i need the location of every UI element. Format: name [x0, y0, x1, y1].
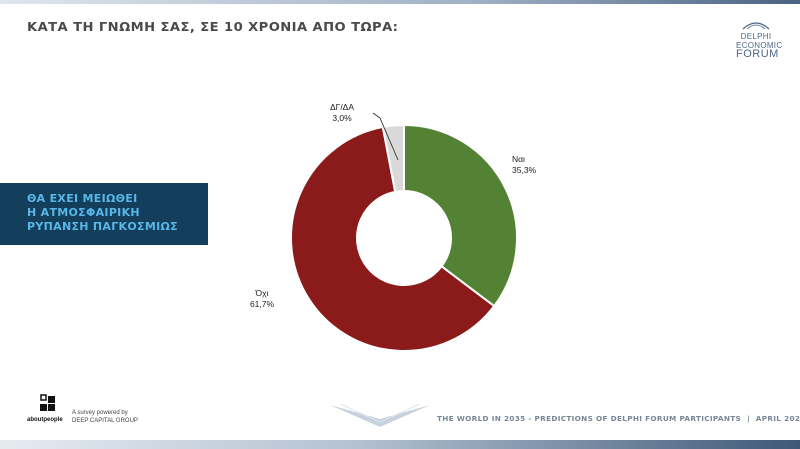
report-footer: THE WORLD IN 2035 - PREDICTIONS OF DELPH…	[437, 414, 800, 423]
slice-label-3: ΔΓ/ΔΑ	[330, 102, 354, 112]
footer-separator: |	[746, 414, 750, 423]
survey-credit-line-1: A survey powered by	[72, 410, 128, 416]
donut-slice-1	[403, 123, 518, 308]
survey-credit: A survey powered by DEEP CAPITAL GROUP	[72, 409, 138, 425]
statement-line-3: ΡΥΠΑΝΣΗ ΠΑΓΚΟΣΜΙΩΣ	[27, 220, 178, 233]
slice-value-label-3: 3,0%	[332, 113, 352, 123]
logo-arc-icon	[742, 22, 770, 30]
slice-label-1: Ναι	[512, 154, 525, 164]
donut-slice-2	[290, 125, 496, 352]
delphi-forum-logo: DELPHI ECONOMIC FORUM	[736, 20, 783, 60]
statement-line-2: Η ΑΤΜΟΣΦΑΙΡΙΚΗ	[27, 206, 140, 219]
chevron-decoration-icon	[330, 403, 430, 427]
statement-line-1: ΘΑ ΕΧΕΙ ΜΕΙΩΘΕΙ	[27, 192, 138, 205]
top-accent-bar	[0, 0, 800, 4]
page-title: ΚΑΤΑ ΤΗ ΓΝΩΜΗ ΣΑΣ, ΣΕ 10 ΧΡΟΝΙΑ ΑΠΟ ΤΩΡΑ…	[27, 19, 399, 34]
logo-line-1: DELPHI	[740, 32, 772, 41]
report-date: APRIL 2025	[755, 414, 800, 423]
aboutpeople-label: aboutpeople	[27, 417, 63, 423]
donut-slice-3	[381, 123, 405, 194]
bottom-accent-bar	[0, 440, 800, 449]
slice-value-label-2: 61,7%	[250, 299, 275, 309]
aboutpeople-logo-icon	[40, 394, 55, 411]
statement-box: ΘΑ ΕΧΕΙ ΜΕΙΩΘΕΙ Η ΑΤΜΟΣΦΑΙΡΙΚΗ ΡΥΠΑΝΣΗ Π…	[0, 183, 208, 245]
slice-label-2: Όχι	[255, 288, 269, 298]
report-title: THE WORLD IN 2035 - PREDICTIONS OF DELPH…	[437, 414, 742, 423]
slice-leader-line	[372, 112, 399, 161]
slice-value-label-1: 35,3%	[512, 165, 537, 175]
logo-line-3: FORUM	[736, 48, 779, 60]
survey-credit-line-2: DEEP CAPITAL GROUP	[72, 418, 138, 424]
logo-line-2: ECONOMIC	[736, 41, 783, 50]
